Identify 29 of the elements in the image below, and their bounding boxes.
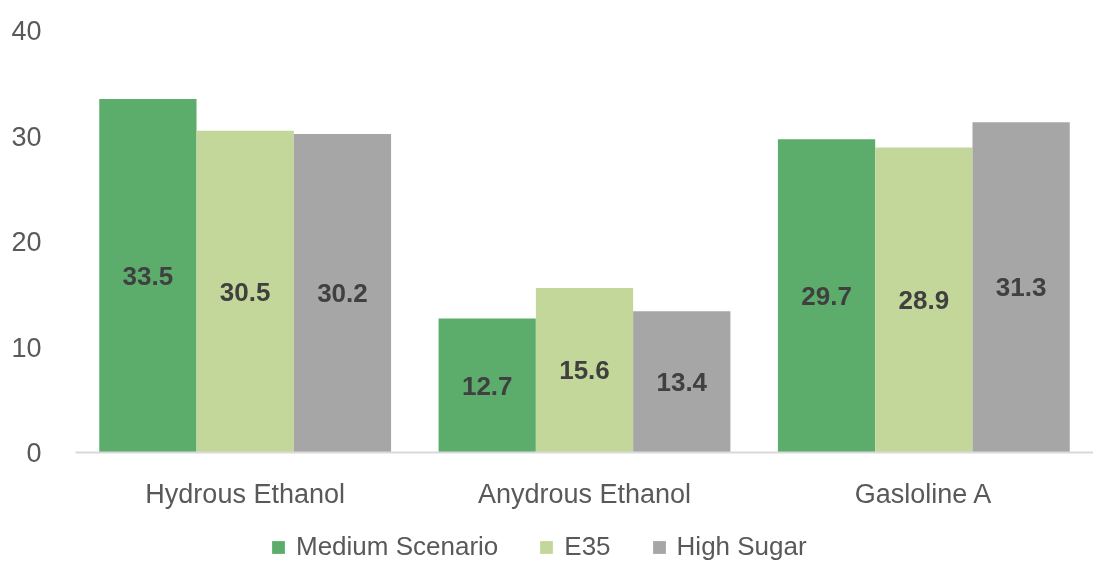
legend-label: E35 xyxy=(564,531,611,562)
data-label: 28.9 xyxy=(898,285,950,316)
bar xyxy=(535,287,634,453)
data-label: 31.3 xyxy=(995,272,1047,303)
y-tick-label: 40 xyxy=(11,16,42,46)
bar xyxy=(972,122,1070,453)
x-tick-label: Hydrous Ethanol xyxy=(145,478,345,509)
y-tick-label: 0 xyxy=(26,438,42,468)
bar xyxy=(293,133,392,453)
bar xyxy=(438,318,536,453)
data-label: 12.7 xyxy=(461,370,513,401)
bar xyxy=(99,99,197,453)
legend-label: Medium Scenario xyxy=(296,531,499,562)
data-label: 30.5 xyxy=(219,276,271,307)
y-tick-label: 10 xyxy=(11,332,42,363)
y-tick-label: 30 xyxy=(11,121,42,152)
data-label: 15.6 xyxy=(559,355,610,386)
data-label: 29.7 xyxy=(801,280,852,311)
bar xyxy=(196,130,294,453)
data-label: 33.5 xyxy=(122,260,174,291)
y-tick-label: 20 xyxy=(11,227,42,257)
x-tick-label: Anydrous Ethanol xyxy=(477,478,692,509)
bar xyxy=(633,311,731,453)
legend-label: High Sugar xyxy=(676,531,807,562)
x-tick-label: Gasloline A xyxy=(854,478,992,509)
data-label: 13.4 xyxy=(656,366,708,397)
bar xyxy=(875,147,973,453)
data-label: 30.2 xyxy=(317,278,368,309)
bar xyxy=(777,139,876,453)
